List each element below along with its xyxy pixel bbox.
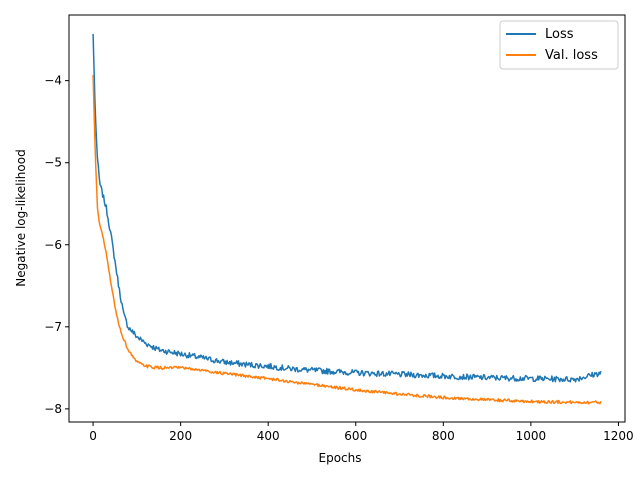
x-tick-label: 200 bbox=[169, 429, 192, 443]
y-axis-label: Negative log-likelihood bbox=[14, 149, 28, 286]
legend-label-loss: Loss bbox=[545, 27, 574, 42]
series-line-val-loss bbox=[92, 74, 602, 405]
x-axis-label: Epochs bbox=[319, 451, 362, 465]
y-tick-label: −7 bbox=[44, 320, 62, 334]
y-tick-label: −4 bbox=[44, 74, 62, 88]
legend: Loss Val. loss bbox=[499, 20, 619, 70]
x-tick-label: 1200 bbox=[603, 429, 634, 443]
x-tick-label: 400 bbox=[257, 429, 280, 443]
x-tick-label: 800 bbox=[432, 429, 455, 443]
ticks-layer: 0 200 400 600 800 1000 1200 −8 −7 −6 −5 −4 bbox=[44, 74, 633, 443]
x-tick-label: 600 bbox=[344, 429, 367, 443]
y-tick-label: −8 bbox=[44, 402, 62, 416]
y-tick-label: −6 bbox=[44, 238, 62, 252]
y-tick-label: −5 bbox=[44, 156, 62, 170]
plot-frame bbox=[68, 14, 626, 423]
x-tick-label: 0 bbox=[89, 429, 97, 443]
x-tick-label: 1000 bbox=[516, 429, 547, 443]
legend-label-val-loss: Val. loss bbox=[545, 48, 598, 63]
series-layer bbox=[92, 33, 602, 405]
plot-area bbox=[69, 15, 625, 422]
series-line-loss bbox=[92, 33, 602, 383]
